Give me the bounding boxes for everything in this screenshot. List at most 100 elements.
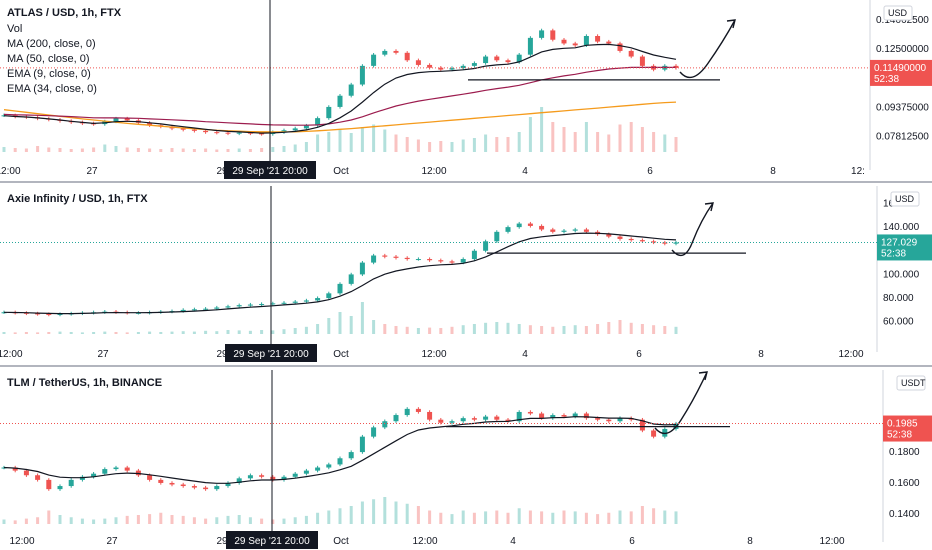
symbol-title[interactable]: Axie Infinity / USD, 1h, FTX [7,193,148,205]
candle-body [427,411,433,420]
candle-body [337,95,343,107]
x-tick-label: 8 [747,536,753,547]
volume-bar [103,518,107,524]
volume-bar [237,330,241,334]
candle-body [315,467,321,471]
candle-body [483,241,489,251]
volume-bar [607,322,611,334]
arrow-up-right-icon [704,202,714,212]
candle-body [113,467,119,470]
volume-bar [24,148,28,152]
candle-body [438,419,444,423]
candle-body [617,43,623,51]
volume-bar [383,324,387,334]
currency-badge[interactable] [890,191,920,207]
crosshair-time-label: 29 Sep '21 20:00 [232,166,308,177]
volume-bar [528,117,532,152]
candle-body [180,128,186,130]
volume-bar [416,506,420,524]
currency-label: USDT [901,378,926,388]
candle-body [35,475,41,480]
volume-bar [226,330,230,334]
volume-bar [528,325,532,334]
candle-body [427,64,433,68]
volume-bar [2,147,6,152]
volume-bar [237,148,241,152]
volume-bar [316,324,320,334]
indicator-legend-item[interactable]: EMA (34, close, 0) [7,83,97,95]
symbol-title[interactable]: ATLAS / USD, 1h, FTX [7,7,122,19]
candle-body [359,436,365,453]
volume-bar [304,142,308,152]
candle-body [505,227,511,232]
indicator-legend-item[interactable]: MA (50, close, 0) [7,53,90,65]
candle-body [449,421,455,423]
candle-body [550,229,556,232]
volume-bar [472,512,476,524]
volume-bar [92,332,96,334]
volume-bar [327,132,331,152]
candle-body [572,413,578,417]
volume-bar [271,330,275,334]
candle-body [393,50,399,53]
volume-bar [248,149,252,152]
candle-body [23,470,29,476]
candle-body [315,298,321,301]
indicator-legend-item[interactable]: EMA (9, close, 0) [7,68,91,80]
candle-body [180,309,186,312]
volume-bar [47,147,51,152]
last-price-value: 0.11490000 [874,63,927,74]
candle-body [113,118,119,122]
y-tick-label: 0.12500000 [876,44,929,55]
volume-bar [148,331,152,334]
candle-body [639,240,645,242]
candle-body [550,415,556,419]
volume-bar [204,148,208,152]
volume-bar [506,137,510,152]
volume-bar [125,332,129,334]
volume-bar [640,506,644,524]
indicator-legend-item[interactable]: Vol [7,23,22,35]
volume-bar [405,503,409,524]
candle-body [91,473,97,477]
volume-bar [114,146,118,152]
candle-body [281,302,287,304]
candle-body [124,118,130,121]
volume-bar [439,512,443,524]
volume-bar [584,326,588,334]
crosshair-time-badge [225,344,317,362]
candle-body [281,476,287,480]
candle-body [337,458,343,465]
volume-bar [181,148,185,152]
indicator-legend-item[interactable]: MA (200, close, 0) [7,38,96,50]
volume-bar [282,329,286,334]
y-tick-label: 140.000 [883,222,920,233]
volume-bar [450,326,454,334]
volume-bar [461,325,465,334]
projection-arrow [679,19,736,79]
candle-body [382,50,388,55]
volume-bar [607,134,611,152]
candle-body [57,486,63,490]
volume-bar [215,517,219,524]
volume-bar [170,331,174,334]
candle-body [539,225,545,230]
candle-body [527,411,533,414]
candle-body [561,230,567,232]
x-tick-label: 12:00 [0,349,23,360]
candle-body [270,303,276,305]
volume-bar [80,518,84,524]
volume-bar [349,316,353,334]
volume-bar [136,148,140,152]
x-tick-label: Oct [333,349,349,360]
symbol-title[interactable]: TLM / TetherUS, 1h, BINANCE [7,377,162,389]
candle-body [203,487,209,490]
x-tick-label: 8 [758,349,764,360]
candle-body [449,68,455,70]
currency-badge[interactable] [883,5,913,21]
currency-badge[interactable] [896,375,926,391]
ema-line [3,416,677,484]
x-tick-label: 6 [629,536,635,547]
last-price-badge [870,59,932,86]
y-tick-label: 0.1600 [889,478,920,489]
